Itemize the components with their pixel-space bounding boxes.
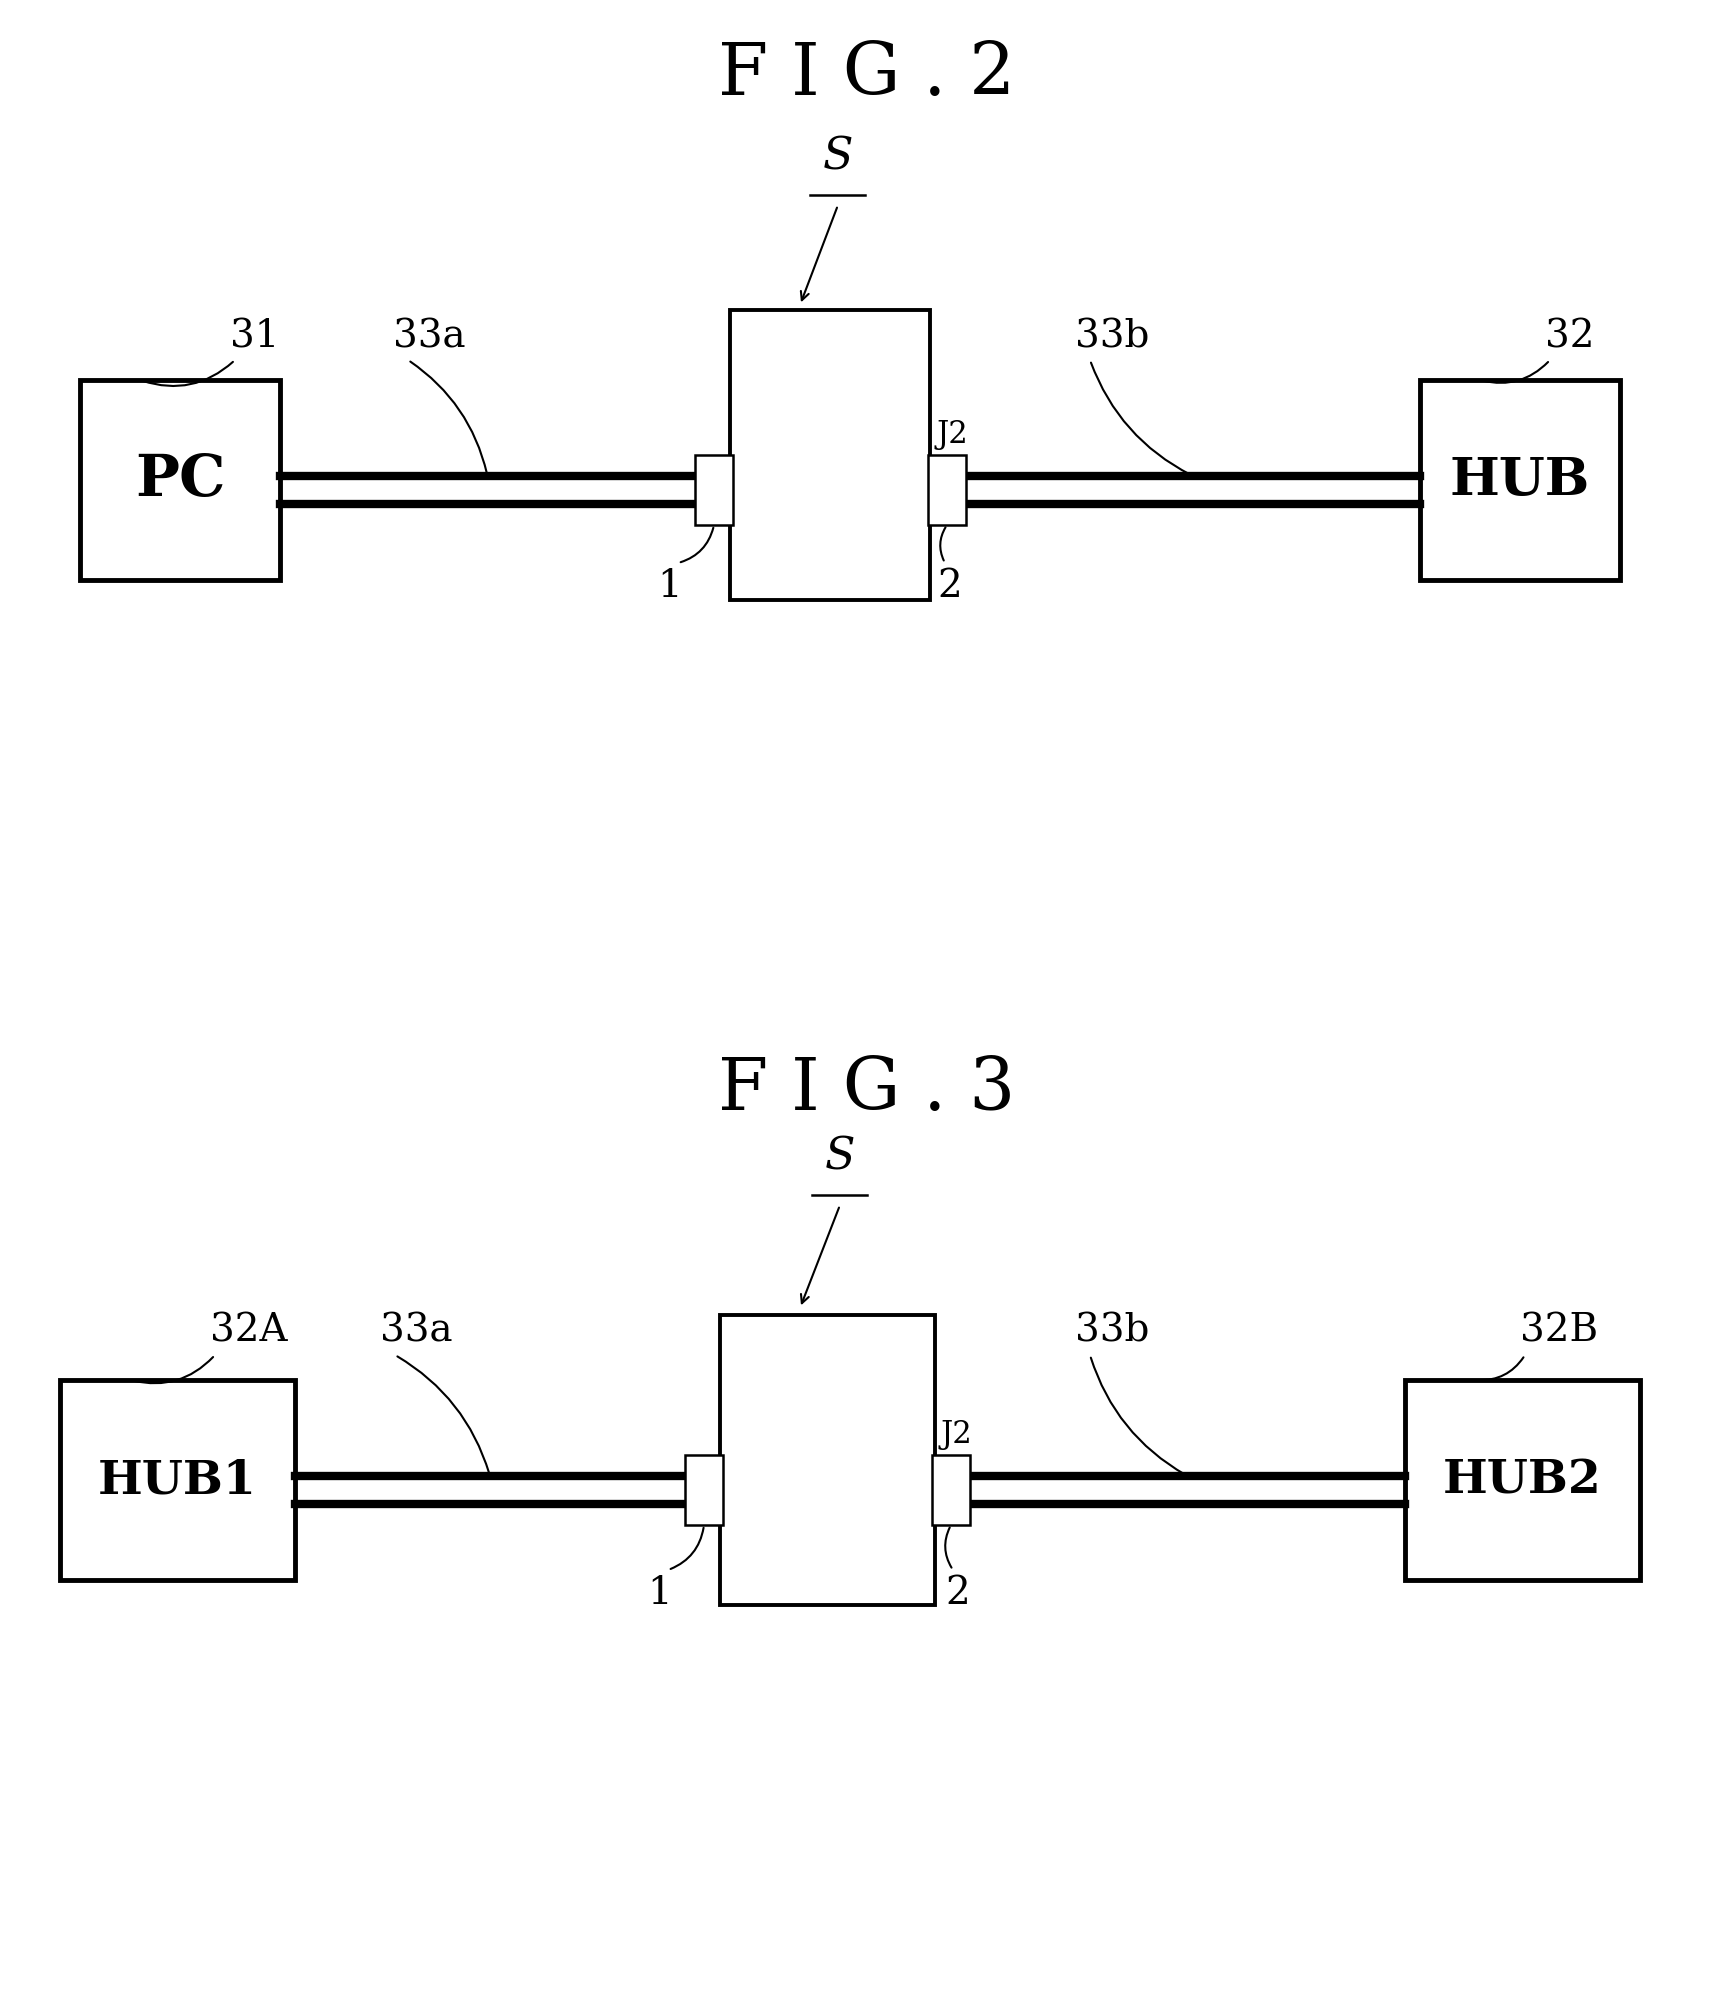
Bar <box>80 379 279 581</box>
Text: 32B: 32B <box>1521 1313 1599 1351</box>
Bar <box>61 1381 295 1580</box>
Text: 32A: 32A <box>210 1313 288 1351</box>
Text: 32: 32 <box>1545 317 1595 355</box>
Text: J1: J1 <box>733 419 765 451</box>
Text: S: S <box>825 1135 855 1177</box>
Bar <box>1420 379 1620 581</box>
Text: S: S <box>822 136 853 178</box>
Bar <box>685 1454 723 1524</box>
Bar <box>730 309 929 600</box>
Text: HUB: HUB <box>1450 455 1590 505</box>
Text: 33b: 33b <box>1075 1313 1150 1351</box>
Text: HUB2: HUB2 <box>1443 1456 1602 1502</box>
Text: 1: 1 <box>649 1574 673 1612</box>
Text: J2: J2 <box>936 419 968 451</box>
Text: 1: 1 <box>657 569 681 604</box>
Text: 2: 2 <box>938 569 962 604</box>
Bar <box>1405 1381 1640 1580</box>
Bar <box>720 1315 935 1606</box>
Text: 33a: 33a <box>380 1313 453 1351</box>
Text: F I G . 3: F I G . 3 <box>718 1055 1016 1125</box>
Text: 33a: 33a <box>394 317 466 355</box>
Text: J1: J1 <box>723 1418 754 1450</box>
Text: 31: 31 <box>231 317 279 355</box>
Text: J2: J2 <box>940 1418 971 1450</box>
Text: HUB1: HUB1 <box>99 1456 257 1502</box>
Text: 2: 2 <box>945 1574 971 1612</box>
Text: PC: PC <box>135 453 225 509</box>
Text: 33b: 33b <box>1075 317 1150 355</box>
Text: F I G . 2: F I G . 2 <box>718 40 1016 110</box>
Bar <box>928 455 966 525</box>
Bar <box>695 455 733 525</box>
Bar <box>931 1454 969 1524</box>
